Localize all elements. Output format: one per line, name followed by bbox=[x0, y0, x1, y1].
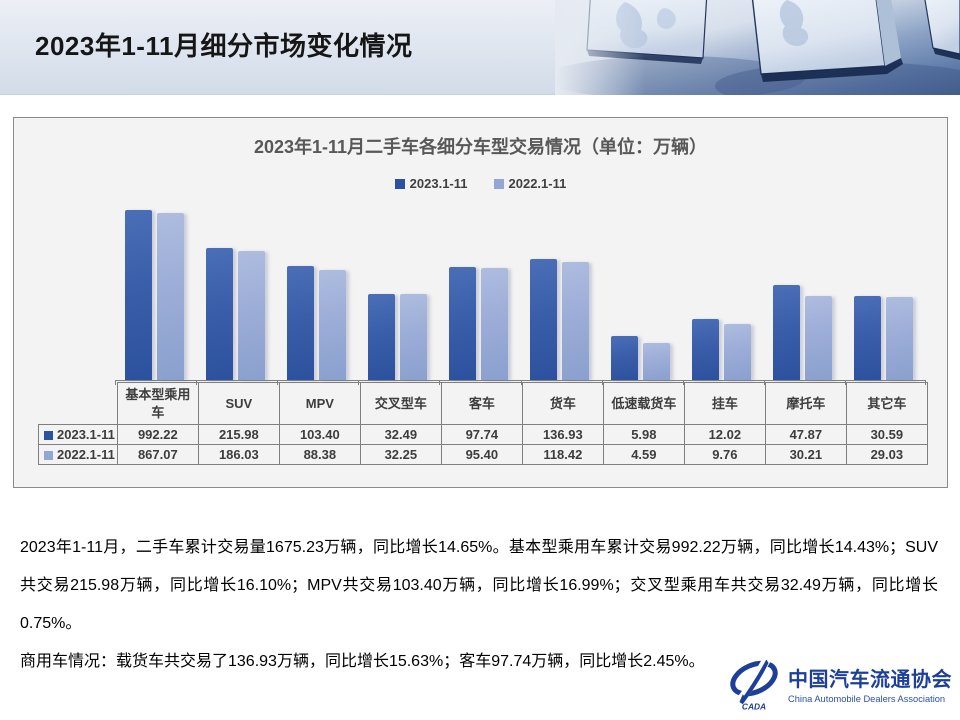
table-header-交叉型车: 交叉型车 bbox=[359, 382, 442, 425]
bar-2022.1-11-低速载货车 bbox=[643, 342, 671, 380]
cubes-graphic bbox=[555, 0, 960, 95]
bar-2022.1-11-基本型乘用车 bbox=[156, 213, 184, 380]
bar-2022.1-11-交叉型车 bbox=[399, 294, 427, 380]
bar-2023.1-11-低速载货车 bbox=[611, 335, 639, 380]
table-row-label: 2023.1-11 bbox=[38, 424, 118, 445]
table-value-cell: 32.49 bbox=[359, 424, 442, 445]
world-cubes-icon bbox=[555, 0, 960, 95]
series-swatch-icon bbox=[44, 450, 53, 460]
table-value-cell: 136.93 bbox=[521, 424, 604, 445]
cada-emblem-icon: CADA bbox=[730, 656, 778, 711]
table-header-基本型乘用车: 基本型乘用车 bbox=[116, 382, 199, 425]
plot-area bbox=[115, 209, 926, 385]
table-value-cell: 5.98 bbox=[602, 424, 685, 445]
bar-2023.1-11-摩托车 bbox=[773, 284, 801, 380]
table-value-cell: 992.22 bbox=[116, 424, 199, 445]
table-value-cell: 95.40 bbox=[440, 444, 523, 465]
table-header-低速载货车: 低速载货车 bbox=[602, 382, 685, 425]
chart-title: 2023年1-11月二手车各细分车型交易情况（单位：万辆） bbox=[253, 137, 708, 157]
legend-swatch-icon bbox=[493, 178, 504, 189]
bar-2023.1-11-SUV bbox=[205, 247, 233, 380]
bar-2023.1-11-MPV bbox=[286, 265, 314, 380]
bar-2023.1-11-基本型乘用车 bbox=[124, 210, 152, 380]
chart-card: 2023年1-11月二手车各细分车型交易情况（单位：万辆） 2023.1-11 2… bbox=[13, 117, 948, 488]
bar-2023.1-11-交叉型车 bbox=[367, 294, 395, 380]
logo-name-en: China Automobile Dealers Association bbox=[788, 693, 946, 704]
legend-item: 2023.1-11 bbox=[394, 176, 468, 191]
body-text: 2023年1-11月，二手车累计交易量1675.23万辆，同比增长14.65%。… bbox=[20, 529, 938, 681]
table-row-label: 2022.1-11 bbox=[38, 444, 118, 465]
bar-2023.1-11-客车 bbox=[448, 267, 476, 380]
svg-text:CADA: CADA bbox=[742, 701, 766, 711]
table-value-cell: 12.02 bbox=[683, 424, 766, 445]
table-header-客车: 客车 bbox=[440, 382, 523, 425]
bar-2023.1-11-挂车 bbox=[692, 318, 720, 380]
table-value-cell: 118.42 bbox=[521, 444, 604, 465]
table-value-cell: 47.87 bbox=[764, 424, 847, 445]
table-header-货车: 货车 bbox=[521, 382, 604, 425]
header-band: 2023年1-11月细分市场变化情况 bbox=[0, 0, 960, 95]
axis-tick bbox=[115, 381, 116, 385]
legend-label: 2023.1-11 bbox=[409, 176, 468, 191]
table-header-其它车: 其它车 bbox=[845, 382, 928, 425]
table-value-cell: 29.03 bbox=[845, 444, 928, 465]
table-value-cell: 103.40 bbox=[278, 424, 361, 445]
bar-2022.1-11-货车 bbox=[562, 262, 590, 380]
legend-swatch-icon bbox=[394, 178, 405, 189]
table-value-cell: 30.21 bbox=[764, 444, 847, 465]
cada-logo: CADA 中国汽车流通协会 China Automobile Dealers A… bbox=[726, 652, 952, 714]
body-paragraph-1: 2023年1-11月，二手车累计交易量1675.23万辆，同比增长14.65%。… bbox=[20, 539, 938, 632]
bar-2022.1-11-SUV bbox=[237, 251, 265, 380]
logo-name-cn: 中国汽车流通协会 bbox=[788, 668, 952, 691]
legend-label: 2022.1-11 bbox=[508, 176, 567, 191]
table-value-cell: 4.59 bbox=[602, 444, 685, 465]
legend-item: 2022.1-11 bbox=[493, 176, 567, 191]
page-title: 2023年1-11月细分市场变化情况 bbox=[35, 31, 413, 61]
table-header-MPV: MPV bbox=[278, 382, 361, 425]
table-row-2023.1-11: 2023.1-11 992.22 215.98 103.40 32.49 97.74 136… bbox=[38, 424, 928, 445]
table-value-cell: 30.59 bbox=[845, 424, 928, 445]
bar-2022.1-11-其它车 bbox=[886, 297, 914, 380]
chart-legend: 2023.1-11 2022.1-11 bbox=[14, 176, 947, 191]
table-row-2022.1-11: 2022.1-11 867.07 186.03 88.38 32.25 95.40 118.… bbox=[38, 444, 928, 465]
bar-2022.1-11-摩托车 bbox=[805, 296, 833, 380]
table-corner-cell bbox=[39, 383, 118, 425]
bar-2023.1-11-其它车 bbox=[854, 295, 882, 380]
table-value-cell: 867.07 bbox=[116, 444, 199, 465]
table-value-cell: 88.38 bbox=[278, 444, 361, 465]
table-header-摩托车: 摩托车 bbox=[764, 382, 847, 425]
series-swatch-icon bbox=[44, 430, 53, 440]
bar-2023.1-11-货车 bbox=[530, 258, 558, 380]
table-value-cell: 186.03 bbox=[197, 444, 280, 465]
bar-2022.1-11-挂车 bbox=[724, 323, 752, 380]
table-value-cell: 97.74 bbox=[440, 424, 523, 445]
table-value-cell: 215.98 bbox=[197, 424, 280, 445]
table-value-cell: 9.76 bbox=[683, 444, 766, 465]
table-value-cell: 32.25 bbox=[359, 444, 442, 465]
table-header-SUV: SUV bbox=[197, 382, 280, 425]
table-header-挂车: 挂车 bbox=[683, 382, 766, 425]
bar-2022.1-11-客车 bbox=[480, 267, 508, 380]
bar-2022.1-11-MPV bbox=[318, 269, 346, 380]
data-table: 基本型乘用车 SUV MPV 交叉型车 客车 货车 低速载货车 挂车 摩托车 其它车 2023.1-… bbox=[38, 382, 928, 465]
body-paragraph-2: 商用车情况：载货车共交易了136.93万辆，同比增长15.63%；客车97.74… bbox=[20, 653, 705, 670]
